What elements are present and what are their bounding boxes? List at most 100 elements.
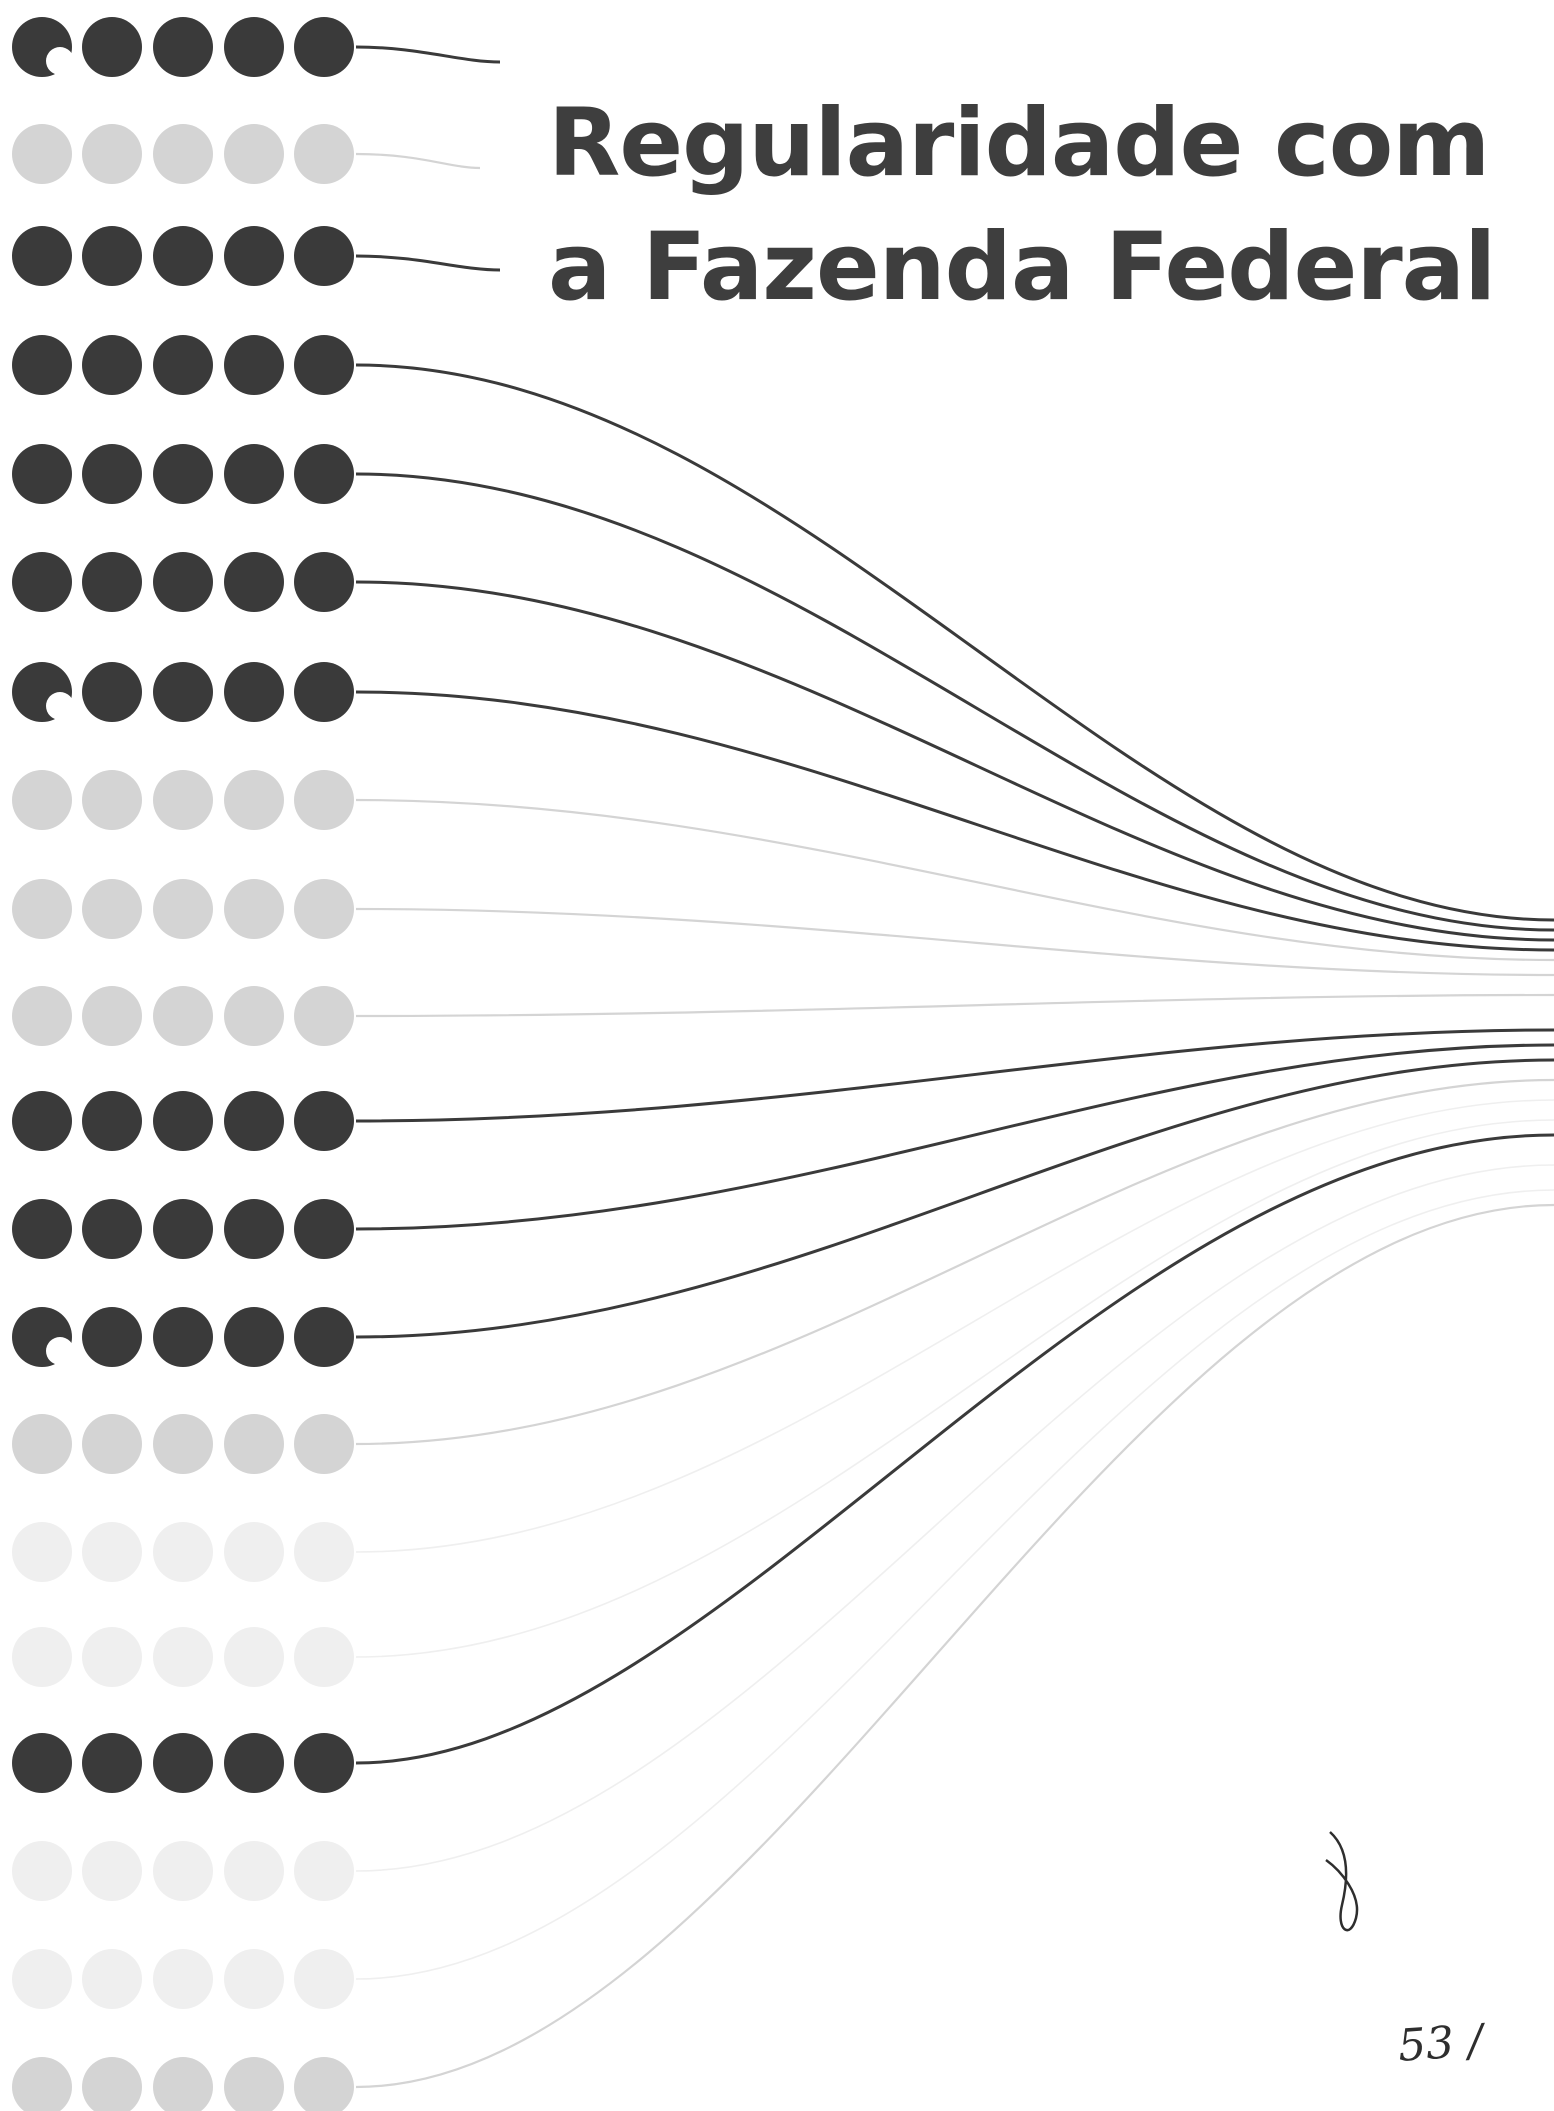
row-dot <box>12 1414 72 1474</box>
row-dot <box>224 1841 284 1901</box>
row-dot <box>82 879 142 939</box>
row-dot <box>12 226 72 286</box>
connector-line <box>355 1189 1554 1980</box>
row-dot <box>224 986 284 1046</box>
row-dot <box>294 1091 354 1151</box>
row-dot <box>82 1414 142 1474</box>
row-dot <box>82 1522 142 1582</box>
row-dot <box>224 1949 284 2009</box>
row-dot <box>294 986 354 1046</box>
row-dot <box>294 1949 354 2009</box>
row-dot <box>294 226 354 286</box>
row-dot <box>82 770 142 830</box>
row-dot <box>153 444 213 504</box>
row-dot <box>12 2057 72 2111</box>
row-dot <box>82 662 142 722</box>
row-dot <box>294 17 354 77</box>
row-dot <box>224 1091 284 1151</box>
row-dot <box>224 770 284 830</box>
connector-line <box>355 363 1554 922</box>
row-dot <box>224 335 284 395</box>
row-dot <box>153 1307 213 1367</box>
row-dot <box>82 1199 142 1259</box>
row-dot <box>12 1627 72 1687</box>
title-line-1: Regularidade com <box>548 89 1490 198</box>
row-dot <box>224 552 284 612</box>
scan-marks <box>46 47 1359 1932</box>
connector-line <box>355 1043 1554 1231</box>
connector-line <box>355 1203 1554 2089</box>
row-dot <box>82 17 142 77</box>
row-dot <box>82 986 142 1046</box>
row-dot <box>294 879 354 939</box>
row-dot <box>224 1307 284 1367</box>
row-dot <box>82 1949 142 2009</box>
row-dot <box>224 1733 284 1793</box>
row-dot <box>224 879 284 939</box>
row-dot <box>294 2057 354 2111</box>
connector-line <box>355 1119 1554 1658</box>
row-dot <box>153 879 213 939</box>
row-dot <box>153 1949 213 2009</box>
row-dot <box>294 1627 354 1687</box>
row-dot <box>294 335 354 395</box>
row-dot <box>153 986 213 1046</box>
title-line-2: a Fazenda Federal <box>548 213 1496 322</box>
row-dot <box>153 1841 213 1901</box>
row-dot <box>224 2057 284 2111</box>
row-dot <box>82 1841 142 1901</box>
row-dot <box>224 226 284 286</box>
row-dot <box>153 1199 213 1259</box>
dot-notch <box>46 692 74 720</box>
row-dot <box>224 444 284 504</box>
row-dot <box>12 1091 72 1151</box>
row-dot <box>82 1733 142 1793</box>
row-dot <box>294 1199 354 1259</box>
row-dot <box>12 986 72 1046</box>
dot-rows <box>12 17 354 2111</box>
row-dot <box>224 662 284 722</box>
row-dot <box>294 124 354 184</box>
row-dot <box>294 1307 354 1367</box>
row-dot <box>224 1522 284 1582</box>
row-dot <box>224 17 284 77</box>
row-dot <box>153 1627 213 1687</box>
connector-line <box>355 798 1554 962</box>
connector-line <box>355 1078 1554 1446</box>
row-dot <box>12 770 72 830</box>
connector-line <box>355 907 1554 977</box>
row-dot <box>82 335 142 395</box>
row-dot <box>294 1522 354 1582</box>
connector-line <box>355 1028 1554 1123</box>
converging-lines <box>355 45 1554 2089</box>
row-dot <box>82 1307 142 1367</box>
row-dot <box>294 770 354 830</box>
page-title: Regularidade com a Fazenda Federal <box>548 82 1548 330</box>
row-dot <box>12 124 72 184</box>
connector-line <box>355 152 481 170</box>
row-dot <box>153 335 213 395</box>
row-dot <box>12 1733 72 1793</box>
row-dot <box>224 1414 284 1474</box>
row-dot <box>294 1841 354 1901</box>
row-dot <box>153 1733 213 1793</box>
dot-notch <box>46 1337 74 1365</box>
row-dot <box>294 552 354 612</box>
row-dot <box>153 1414 213 1474</box>
row-dot <box>82 1091 142 1151</box>
row-dot <box>153 17 213 77</box>
row-dot <box>153 552 213 612</box>
row-dot <box>12 444 72 504</box>
row-dot <box>153 226 213 286</box>
row-dot <box>12 1522 72 1582</box>
row-dot <box>294 444 354 504</box>
row-dot <box>82 226 142 286</box>
row-dot <box>12 552 72 612</box>
row-dot <box>153 124 213 184</box>
connector-line <box>355 690 1554 952</box>
connector-line <box>355 1099 1554 1553</box>
connector-line <box>355 254 501 272</box>
row-dot <box>153 662 213 722</box>
